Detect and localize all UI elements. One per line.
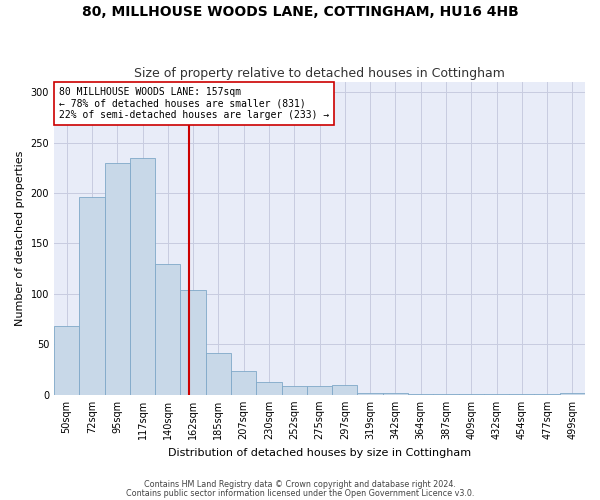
Bar — [181, 290, 206, 395]
Text: 80 MILLHOUSE WOODS LANE: 157sqm
← 78% of detached houses are smaller (831)
22% o: 80 MILLHOUSE WOODS LANE: 157sqm ← 78% of… — [59, 86, 329, 120]
Title: Size of property relative to detached houses in Cottingham: Size of property relative to detached ho… — [134, 66, 505, 80]
Bar — [383, 393, 408, 395]
Bar — [54, 326, 79, 395]
Y-axis label: Number of detached properties: Number of detached properties — [15, 150, 25, 326]
Bar — [358, 393, 383, 395]
Bar — [307, 386, 332, 395]
Bar — [509, 394, 535, 395]
Bar — [155, 264, 181, 395]
Bar — [104, 163, 130, 395]
Bar — [206, 354, 231, 395]
Bar — [332, 384, 358, 395]
Bar — [535, 394, 560, 395]
Bar — [433, 394, 458, 395]
Bar — [484, 394, 509, 395]
Text: Contains public sector information licensed under the Open Government Licence v3: Contains public sector information licen… — [126, 489, 474, 498]
Bar — [408, 394, 433, 395]
Bar — [560, 393, 585, 395]
Bar — [79, 197, 104, 395]
Bar — [281, 386, 307, 395]
Text: Contains HM Land Registry data © Crown copyright and database right 2024.: Contains HM Land Registry data © Crown c… — [144, 480, 456, 489]
Bar — [458, 394, 484, 395]
Bar — [256, 382, 281, 395]
X-axis label: Distribution of detached houses by size in Cottingham: Distribution of detached houses by size … — [168, 448, 471, 458]
Bar — [231, 370, 256, 395]
Text: 80, MILLHOUSE WOODS LANE, COTTINGHAM, HU16 4HB: 80, MILLHOUSE WOODS LANE, COTTINGHAM, HU… — [82, 5, 518, 19]
Bar — [130, 158, 155, 395]
